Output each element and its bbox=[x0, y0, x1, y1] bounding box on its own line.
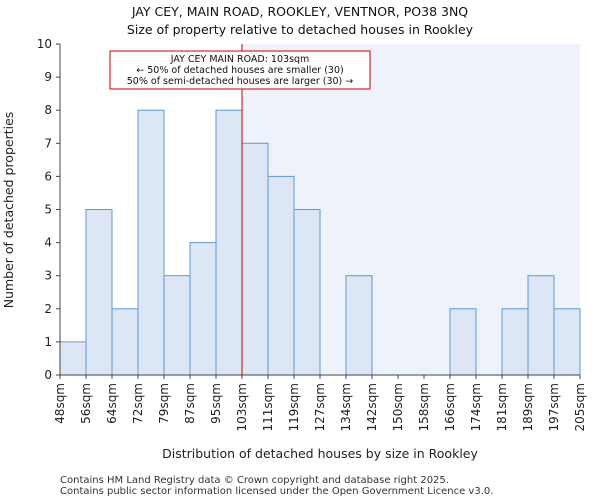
x-tick-label: 111sqm bbox=[261, 383, 275, 431]
y-tick-label: 10 bbox=[37, 37, 52, 51]
bar-166sqm bbox=[449, 308, 477, 376]
y-tick-label: 4 bbox=[44, 236, 52, 250]
bar-181sqm bbox=[501, 308, 529, 376]
chart-title: JAY CEY, MAIN ROAD, ROOKLEY, VENTNOR, PO… bbox=[131, 4, 468, 19]
x-tick-label: 48sqm bbox=[53, 383, 67, 424]
x-tick-label: 166sqm bbox=[443, 383, 457, 431]
x-tick-label: 158sqm bbox=[417, 383, 431, 431]
bar-95sqm bbox=[215, 109, 243, 376]
x-axis-label: Distribution of detached houses by size … bbox=[162, 446, 478, 461]
x-tick-label: 205sqm bbox=[573, 383, 587, 431]
bar-119sqm bbox=[293, 209, 321, 376]
bar-197sqm bbox=[553, 308, 581, 376]
y-tick-label: 9 bbox=[44, 70, 52, 84]
x-tick-label: 72sqm bbox=[131, 383, 145, 424]
y-tick-label: 0 bbox=[44, 368, 52, 382]
plot-area: 0 1 2 3 4 5 6 7 8 9 10 48sqm 56sqm 64sqm 72sqm 79sqm 87s… bbox=[37, 37, 587, 431]
annotation-line-1: JAY CEY MAIN ROAD: 103sqm bbox=[170, 54, 310, 65]
x-tick-label: 189sqm bbox=[521, 383, 535, 431]
chart-subtitle: Size of property relative to detached ho… bbox=[127, 22, 474, 37]
x-tick-label: 197sqm bbox=[547, 383, 561, 431]
bar-111sqm bbox=[267, 175, 295, 376]
y-tick-label: 8 bbox=[44, 103, 52, 117]
bar-134sqm bbox=[345, 275, 373, 376]
annotation-line-2: ← 50% of detached houses are smaller (30… bbox=[136, 65, 343, 76]
bar-72sqm bbox=[137, 109, 165, 376]
x-tick-label: 103sqm bbox=[235, 383, 249, 431]
y-tick-label: 5 bbox=[44, 203, 52, 217]
bar-87sqm bbox=[189, 242, 217, 376]
annotation-line-3: 50% of semi-detached houses are larger (… bbox=[127, 76, 354, 87]
x-tick-label: 142sqm bbox=[365, 383, 379, 431]
y-tick-label: 3 bbox=[44, 269, 52, 283]
x-tick-label: 64sqm bbox=[105, 383, 119, 424]
bar-103sqm bbox=[241, 142, 269, 376]
y-tick-label: 7 bbox=[44, 136, 52, 150]
bar-189sqm bbox=[527, 275, 555, 376]
x-tick-label: 119sqm bbox=[287, 383, 301, 431]
bar-56sqm bbox=[85, 209, 113, 376]
x-tick-label: 181sqm bbox=[495, 383, 509, 431]
y-axis-label: Number of detached properties bbox=[1, 112, 16, 309]
y-tick-label: 2 bbox=[44, 302, 52, 316]
footer-licence: Contains public sector information licen… bbox=[60, 486, 493, 497]
bar-48sqm bbox=[59, 341, 87, 376]
x-tick-label: 95sqm bbox=[209, 383, 223, 424]
x-tick-label: 56sqm bbox=[79, 383, 93, 424]
bar-79sqm bbox=[163, 275, 191, 376]
y-tick-label: 1 bbox=[44, 335, 52, 349]
x-tick-label: 87sqm bbox=[183, 383, 197, 424]
annotation-box bbox=[109, 50, 371, 90]
x-tick-label: 134sqm bbox=[339, 383, 353, 431]
x-tick-label: 150sqm bbox=[391, 383, 405, 431]
x-tick-label: 174sqm bbox=[469, 383, 483, 431]
bar-64sqm bbox=[111, 308, 139, 376]
x-tick-label: 127sqm bbox=[313, 383, 327, 431]
footer-copyright: Contains HM Land Registry data © Crown c… bbox=[60, 475, 449, 486]
y-tick-label: 6 bbox=[44, 169, 52, 183]
x-tick-label: 79sqm bbox=[157, 383, 171, 424]
